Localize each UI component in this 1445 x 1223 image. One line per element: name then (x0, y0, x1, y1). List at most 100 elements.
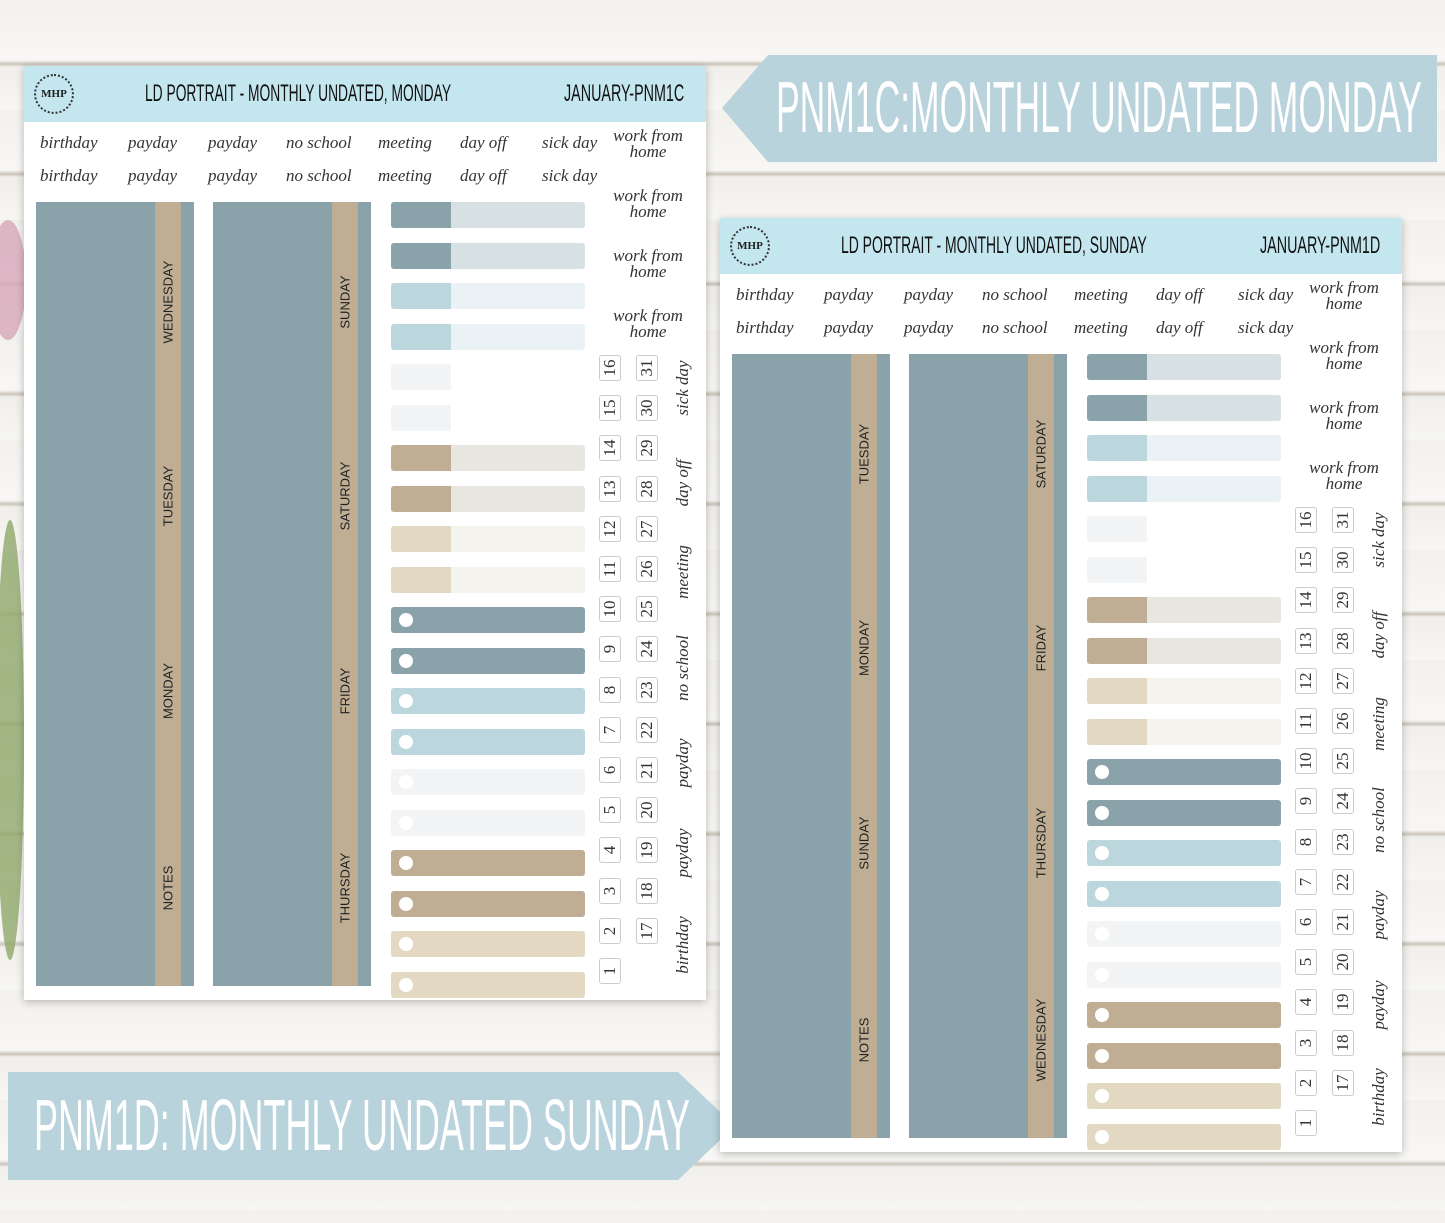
bar-sticker (391, 890, 585, 917)
word-sticker: payday (673, 828, 692, 878)
bar-dot (399, 896, 413, 911)
day-label: MONDAY (856, 619, 872, 677)
bar-sticker-tab (391, 445, 451, 471)
bar-sticker (391, 647, 585, 674)
number-sticker: 23 (636, 676, 658, 703)
bar-dot (1095, 765, 1109, 779)
word-sticker: payday (824, 285, 874, 304)
bar-sticker (391, 850, 585, 876)
number-sticker: 25 (1332, 748, 1354, 775)
number-sticker: 30 (636, 395, 658, 422)
bar-dot (1095, 1048, 1109, 1063)
sheet-title: LD PORTRAIT - MONTHLY UNDATED, MONDAY (145, 80, 452, 107)
number-sticker: 25 (636, 596, 658, 623)
bar-dot (1095, 805, 1109, 820)
day-label: SUNDAY (337, 275, 353, 329)
number-sticker: 12 (1295, 667, 1317, 694)
day-label: TUESDAY (160, 465, 176, 527)
sheet-title: LD PORTRAIT - MONTHLY UNDATED, SUNDAY (841, 232, 1147, 259)
bar-sticker (1087, 880, 1281, 907)
leaf (0, 520, 24, 960)
number-sticker: 16 (599, 355, 621, 381)
number-sticker: 23 (1332, 828, 1354, 855)
bar-sticker-tab (391, 526, 451, 552)
bar-dot (399, 815, 413, 830)
strip-tab (332, 202, 358, 986)
bar-dot (399, 734, 413, 749)
word-sticker: meeting (1074, 285, 1128, 304)
word-sticker: sick day (542, 166, 598, 185)
bar-sticker (391, 809, 585, 836)
sheet-code: JANUARY-PNM1C (564, 80, 685, 107)
word-sticker: payday (673, 738, 692, 788)
word-sticker: meeting (673, 545, 692, 599)
number-sticker: 6 (1295, 909, 1317, 935)
number-sticker: 14 (599, 435, 621, 462)
day-label: NOTES (856, 1017, 872, 1063)
banner-bottom (8, 1072, 735, 1180)
word-sticker: meeting (378, 166, 432, 185)
bar-dot (1095, 1089, 1109, 1103)
sticker-sheet: MHP LD PORTRAIT - MONTHLY UNDATED, MONDAY… (24, 66, 706, 1000)
word-sticker: day off (1156, 285, 1203, 304)
bar-sticker (391, 607, 585, 633)
number-sticker: 8 (1295, 828, 1317, 855)
bar-sticker-tab (391, 404, 451, 431)
day-label: THURSDAY (1033, 807, 1049, 879)
banner-text: PNM1C:MONTHLY UNDATED MONDAY (776, 68, 1422, 148)
word-sticker: payday (824, 318, 874, 337)
number-sticker: 21 (1332, 909, 1354, 935)
bar-dot (1095, 967, 1109, 982)
bar-sticker-tab (391, 242, 451, 269)
sheet-code: JANUARY-PNM1D (1260, 232, 1381, 259)
number-sticker: 30 (1332, 547, 1354, 574)
logo: MHP (34, 74, 74, 114)
word-sticker: payday (128, 166, 178, 185)
bar-sticker (391, 728, 585, 755)
bar-sticker-tab (391, 485, 451, 512)
number-sticker: 28 (636, 475, 658, 502)
word-sticker: no school (286, 166, 352, 185)
number-sticker: 9 (1295, 788, 1317, 815)
day-label: TUESDAY (856, 423, 872, 485)
bar-sticker-tab (1087, 637, 1147, 664)
day-label: NOTES (160, 865, 176, 911)
word-sticker: meeting (378, 133, 432, 152)
word-sticker: meeting (1074, 318, 1128, 337)
bar-dot (1095, 1129, 1109, 1144)
word-sticker: payday (1369, 890, 1388, 940)
word-sticker: payday (208, 166, 258, 185)
sheet-header: MHP LD PORTRAIT - MONTHLY UNDATED, SUNDAY… (720, 218, 1402, 274)
bar-sticker-tab (1087, 354, 1147, 380)
number-sticker: 6 (599, 757, 621, 783)
word-sticker: meeting (1369, 697, 1388, 751)
word-sticker: birthday (40, 133, 98, 152)
number-sticker: 2 (599, 917, 621, 944)
number-sticker: 20 (1332, 949, 1354, 976)
number-sticker: 7 (1295, 868, 1317, 895)
day-label: MONDAY (160, 662, 176, 720)
bar-sticker-tab (1087, 597, 1147, 623)
word-sticker: birthday (1369, 1068, 1388, 1126)
word-sticker: sick day (673, 360, 692, 416)
word-sticker: work from home (1309, 398, 1379, 433)
number-sticker: 20 (636, 797, 658, 824)
bar-dot (1095, 1008, 1109, 1022)
word-sticker: sick day (1369, 512, 1388, 568)
number-sticker: 5 (1295, 949, 1317, 976)
word-sticker: payday (1369, 980, 1388, 1030)
bar-sticker-tab (391, 566, 451, 593)
day-label: SATURDAY (1033, 419, 1049, 489)
number-sticker: 19 (636, 837, 658, 864)
word-sticker: sick day (1238, 318, 1294, 337)
banner-top (722, 55, 1437, 162)
number-sticker: 1 (599, 958, 621, 984)
number-sticker: 15 (599, 395, 621, 422)
word-sticker: day off (460, 166, 507, 185)
word-sticker: no school (1369, 787, 1388, 853)
word-sticker: no school (286, 133, 352, 152)
word-sticker: payday (208, 133, 258, 152)
word-sticker: birthday (673, 916, 692, 974)
word-sticker: day off (1369, 611, 1388, 659)
number-sticker: 11 (599, 556, 621, 582)
